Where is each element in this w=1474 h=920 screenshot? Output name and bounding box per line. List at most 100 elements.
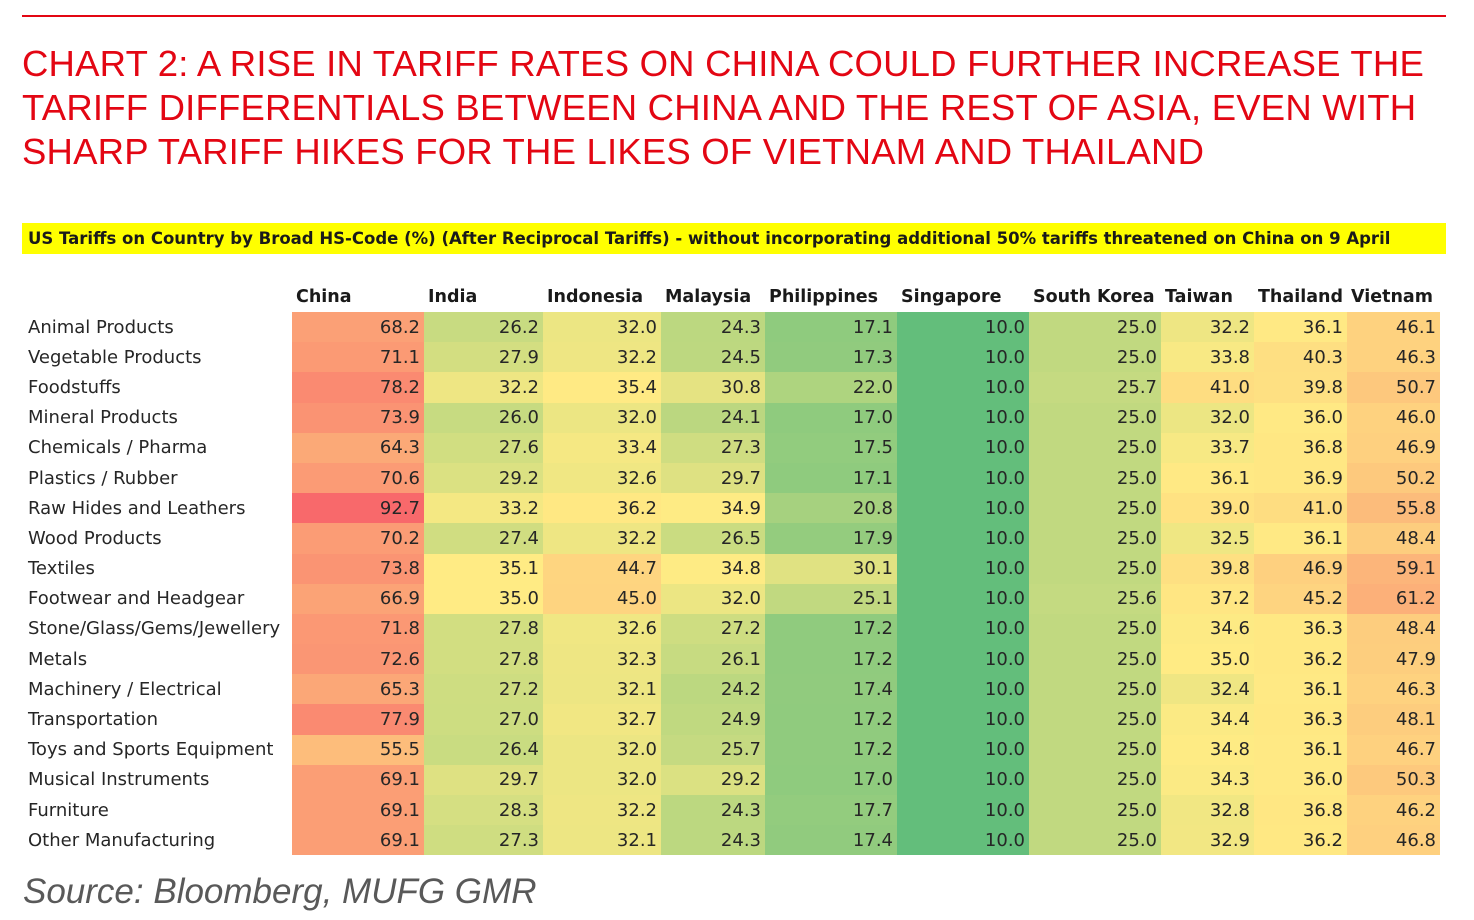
table-row: Musical Instruments 69.1 29.7 32.0 29.2 17.0 1…	[22, 764, 1440, 795]
heat-cell-thailand: 41.0	[1254, 493, 1347, 524]
heat-cell-indonesia: 32.7	[543, 704, 661, 735]
heat-cell-south-korea: 25.6	[1029, 583, 1161, 614]
row-label: Plastics / Rubber	[28, 467, 178, 489]
heat-cell-singapore: 10.0	[897, 462, 1029, 494]
row-label: Machinery / Electrical	[28, 678, 222, 700]
heat-cell-china: 69.1	[292, 795, 424, 826]
heat-cell-vietnam: 46.1	[1347, 312, 1440, 343]
heat-cell-singapore: 10.0	[897, 734, 1029, 765]
heat-cell-malaysia: 25.7	[661, 734, 765, 765]
row-label: Footwear and Headgear	[28, 588, 245, 610]
heat-cell-philippines: 17.2	[765, 734, 897, 765]
heat-cell-china: 78.2	[292, 372, 424, 403]
heat-cell-china: 71.1	[292, 342, 424, 373]
row-label: Mineral Products	[28, 407, 178, 429]
table-row: Wood Products 70.2 27.4 32.2 26.5 17.9 10.0 25.…	[22, 523, 1440, 554]
heat-cell-singapore: 10.0	[897, 825, 1029, 856]
heat-cell-singapore: 10.0	[897, 493, 1029, 524]
heat-cell-thailand: 36.1	[1254, 523, 1347, 554]
heat-cell-indonesia: 32.2	[543, 342, 661, 373]
heat-cell-malaysia: 24.9	[661, 704, 765, 735]
column-header-china: China	[296, 287, 352, 307]
heat-cell-indonesia: 45.0	[543, 583, 661, 614]
heat-cell-vietnam: 46.2	[1347, 795, 1440, 826]
heat-cell-vietnam: 46.8	[1347, 825, 1440, 856]
heat-cell-indonesia: 32.0	[543, 734, 661, 765]
heat-cell-thailand: 36.2	[1254, 644, 1347, 675]
heat-cell-taiwan: 35.0	[1161, 644, 1254, 675]
heat-cell-vietnam: 46.9	[1347, 432, 1440, 463]
heat-cell-singapore: 10.0	[897, 583, 1029, 614]
heat-cell-china: 66.9	[292, 583, 424, 614]
heat-cell-vietnam: 48.1	[1347, 704, 1440, 735]
heat-cell-philippines: 17.2	[765, 613, 897, 645]
heat-cell-china: 70.2	[292, 523, 424, 554]
heat-cell-south-korea: 25.0	[1029, 402, 1161, 433]
heat-cell-thailand: 36.1	[1254, 312, 1347, 343]
heat-cell-malaysia: 24.5	[661, 342, 765, 373]
heat-cell-vietnam: 50.3	[1347, 764, 1440, 795]
heat-cell-thailand: 36.2	[1254, 825, 1347, 856]
heat-cell-china: 55.5	[292, 734, 424, 765]
heat-cell-taiwan: 39.0	[1161, 493, 1254, 524]
heat-cell-vietnam: 48.4	[1347, 523, 1440, 554]
table-row: Textiles 73.8 35.1 44.7 34.8 30.1 10.0 25.0 39.8…	[22, 553, 1440, 584]
heat-cell-vietnam: 50.7	[1347, 372, 1440, 403]
heat-cell-vietnam: 46.3	[1347, 674, 1440, 705]
heat-cell-india: 33.2	[424, 493, 543, 524]
heat-cell-singapore: 10.0	[897, 402, 1029, 433]
column-header-taiwan: Taiwan	[1165, 287, 1233, 307]
heat-cell-indonesia: 35.4	[543, 372, 661, 403]
heat-cell-philippines: 17.4	[765, 825, 897, 856]
heat-cell-indonesia: 32.0	[543, 402, 661, 433]
table-row: Toys and Sports Equipment 55.5 26.4 32.0 25.…	[22, 734, 1440, 765]
header-row: China India Indonesia Malaysia Philippines Si…	[22, 282, 1440, 312]
heat-cell-thailand: 36.9	[1254, 462, 1347, 494]
heat-cell-indonesia: 32.6	[543, 613, 661, 645]
heat-cell-philippines: 17.4	[765, 674, 897, 705]
heat-cell-philippines: 17.9	[765, 523, 897, 554]
heat-cell-singapore: 10.0	[897, 553, 1029, 584]
heat-cell-china: 69.1	[292, 764, 424, 795]
heat-cell-singapore: 10.0	[897, 764, 1029, 795]
heat-cell-china: 68.2	[292, 312, 424, 343]
heat-cell-malaysia: 24.1	[661, 402, 765, 433]
column-header-philippines: Philippines	[769, 287, 879, 307]
heat-cell-india: 35.0	[424, 583, 543, 614]
heat-cell-vietnam: 46.7	[1347, 734, 1440, 765]
heat-cell-thailand: 46.9	[1254, 553, 1347, 584]
table-row: Transportation 77.9 27.0 32.7 24.9 17.2 10.0 25…	[22, 704, 1440, 735]
heat-cell-singapore: 10.0	[897, 342, 1029, 373]
heat-cell-south-korea: 25.0	[1029, 644, 1161, 675]
heat-cell-vietnam: 61.2	[1347, 583, 1440, 614]
heat-cell-indonesia: 44.7	[543, 553, 661, 584]
heat-cell-philippines: 17.0	[765, 764, 897, 795]
heat-cell-taiwan: 32.4	[1161, 674, 1254, 705]
heat-cell-philippines: 17.2	[765, 704, 897, 735]
heat-cell-thailand: 45.2	[1254, 583, 1347, 614]
heat-cell-taiwan: 32.8	[1161, 795, 1254, 826]
heat-cell-philippines: 17.1	[765, 312, 897, 343]
table-body: Animal Products 68.2 26.2 32.0 24.3 17.1 10.0 2…	[22, 312, 1440, 856]
heat-cell-malaysia: 34.9	[661, 493, 765, 524]
table-row: Stone/Glass/Gems/Jewellery 71.8 27.8 32.6 27…	[22, 613, 1440, 645]
source-note: Source: Bloomberg, MUFG GMR	[23, 872, 537, 911]
heat-cell-vietnam: 48.4	[1347, 613, 1440, 645]
heat-cell-india: 27.2	[424, 674, 543, 705]
heat-cell-south-korea: 25.0	[1029, 342, 1161, 373]
table-row: Footwear and Headgear 66.9 35.0 45.0 32.0 25.…	[22, 583, 1440, 614]
heat-cell-south-korea: 25.0	[1029, 312, 1161, 343]
row-label: Wood Products	[28, 527, 162, 549]
heat-cell-south-korea: 25.7	[1029, 372, 1161, 403]
heat-cell-china: 73.9	[292, 402, 424, 433]
heat-cell-philippines: 17.3	[765, 342, 897, 373]
heat-cell-south-korea: 25.0	[1029, 764, 1161, 795]
heat-cell-philippines: 17.1	[765, 462, 897, 494]
heat-cell-singapore: 10.0	[897, 674, 1029, 705]
top-rule	[22, 15, 1446, 17]
heat-cell-philippines: 17.5	[765, 432, 897, 463]
heat-cell-south-korea: 25.0	[1029, 493, 1161, 524]
heat-cell-thailand: 36.1	[1254, 674, 1347, 705]
heat-cell-indonesia: 32.1	[543, 825, 661, 856]
row-label: Metals	[28, 648, 88, 670]
